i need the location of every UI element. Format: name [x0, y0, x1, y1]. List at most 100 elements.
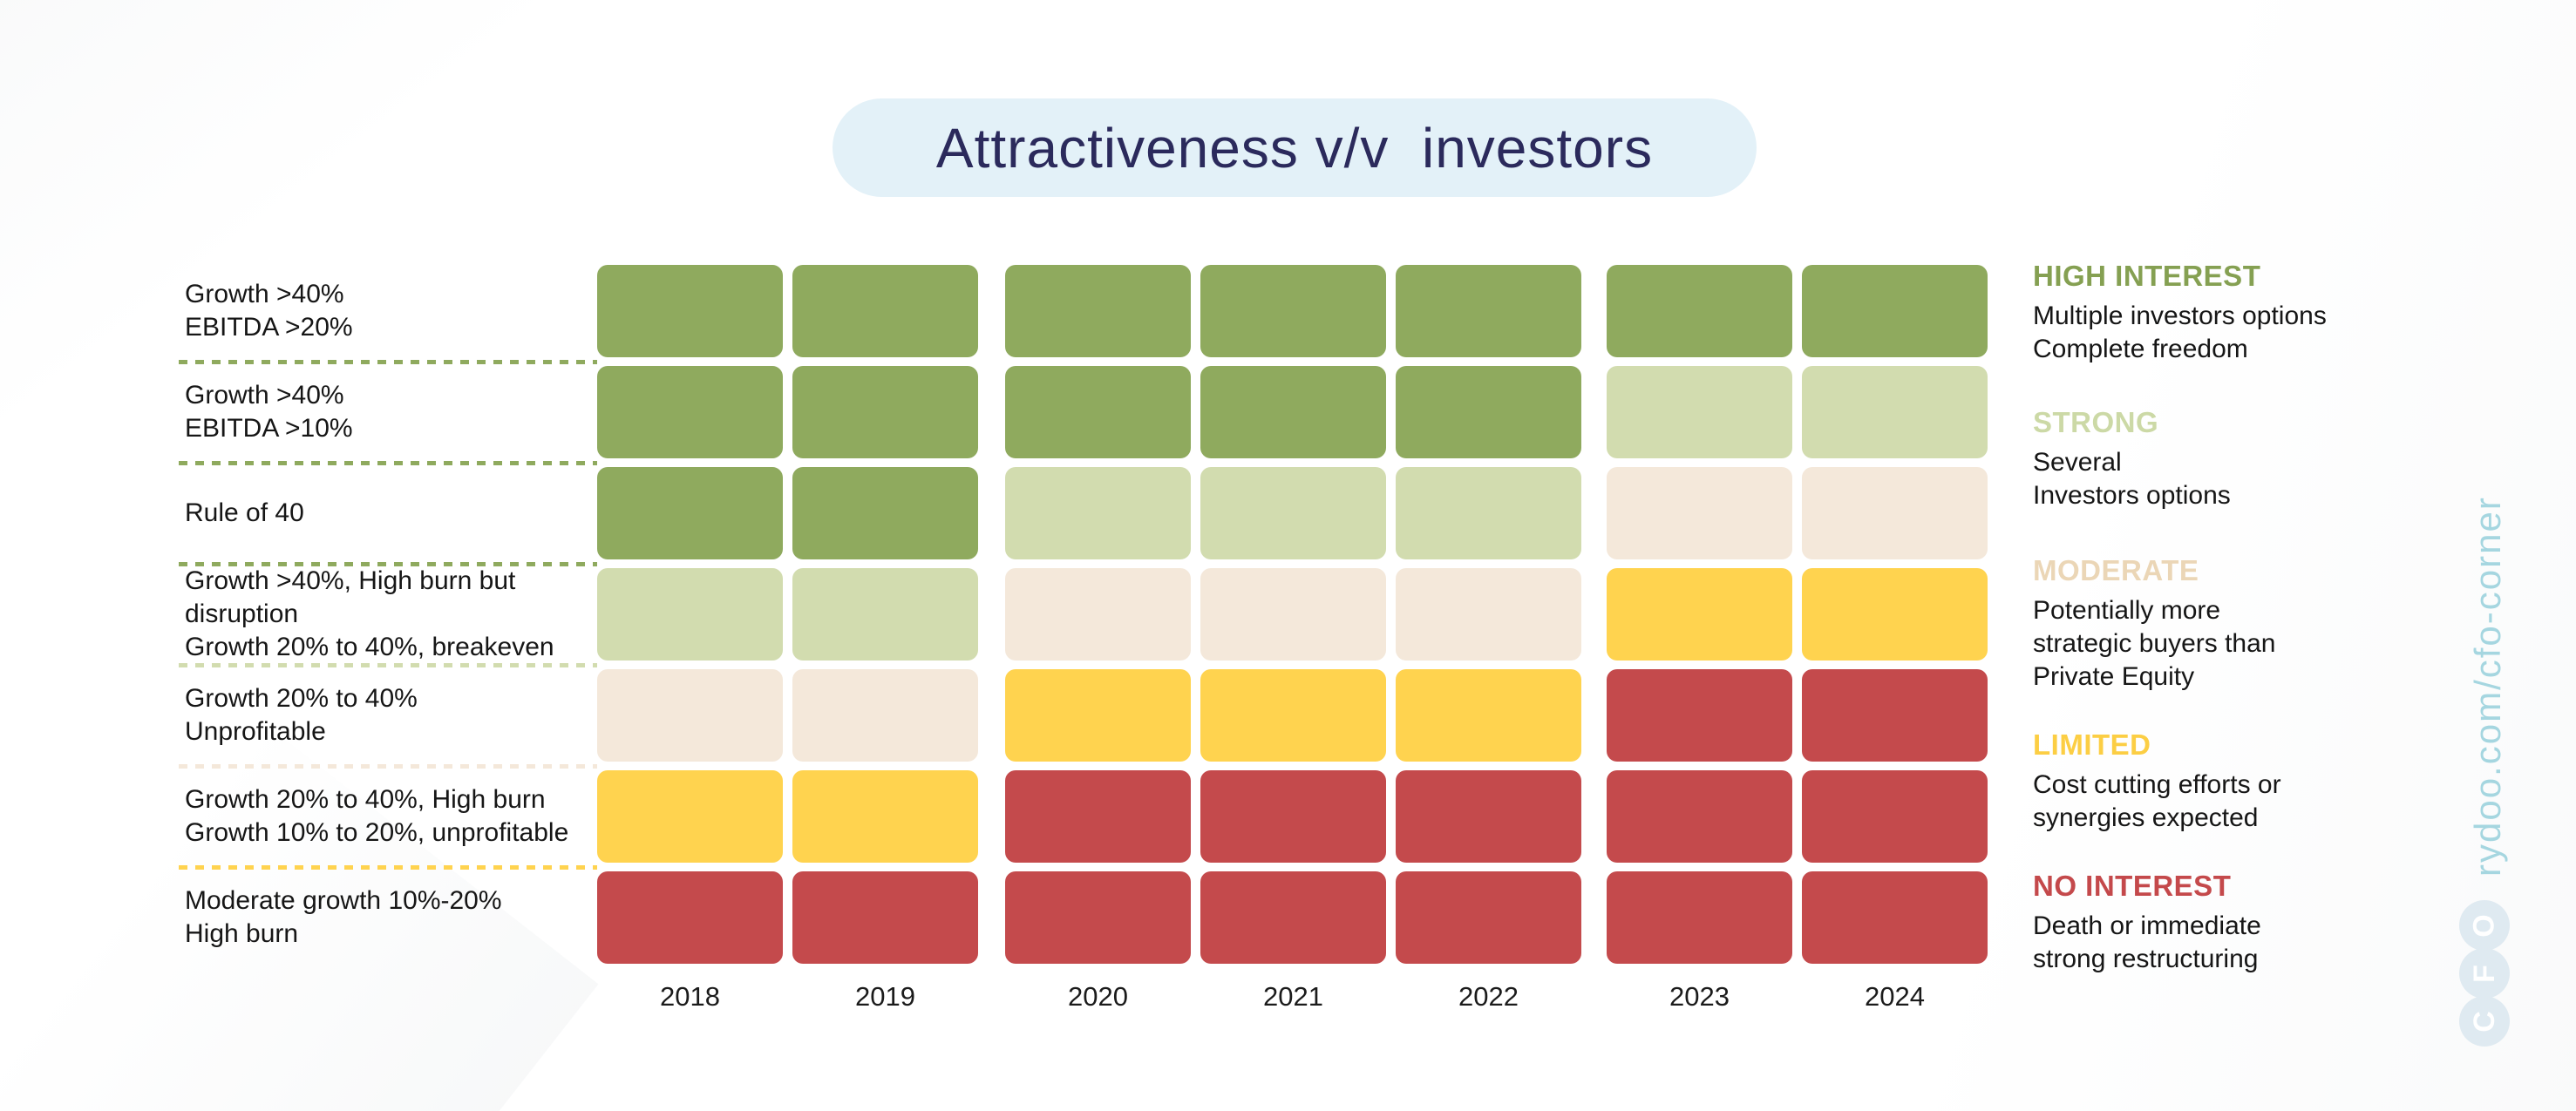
year-axis-label: 2022 — [1458, 981, 1519, 1012]
heatmap-cell — [1607, 669, 1792, 762]
title-badge: Attractiveness v/v investors — [833, 98, 1757, 197]
heatmap-cell — [1200, 568, 1386, 661]
year-axis-label: 2018 — [660, 981, 720, 1012]
heatmap-cell — [1200, 366, 1386, 458]
legend-description-line: Investors options — [2033, 481, 2231, 510]
heatmap-cell — [1802, 871, 1988, 964]
heatmap-cell — [1200, 871, 1386, 964]
heatmap-cell — [792, 669, 978, 762]
row-label: Moderate growth 10%-20% High burn — [185, 871, 595, 964]
heatmap-cell — [1607, 366, 1792, 458]
heatmap-cell — [1396, 669, 1581, 762]
heatmap-cell — [597, 265, 783, 357]
row-label-line: High burn — [185, 919, 299, 948]
row-label: Growth >40%, High burn but disruption Gro… — [185, 566, 595, 661]
year-axis-label: 2019 — [855, 981, 915, 1012]
heatmap-cell — [1005, 770, 1191, 863]
heatmap-cell — [1396, 770, 1581, 863]
heatmap-cell — [597, 871, 783, 964]
legend-description-line: Private Equity — [2033, 662, 2195, 691]
legend-description-line: Potentially more — [2033, 596, 2221, 625]
heatmap-cell — [1200, 467, 1386, 559]
year-axis-label: 2021 — [1263, 981, 1323, 1012]
heatmap-cell — [597, 366, 783, 458]
row-label-line: EBITDA >10% — [185, 414, 353, 443]
heatmap-cell — [1802, 669, 1988, 762]
heatmap-cell — [1802, 265, 1988, 357]
heatmap-cell — [792, 770, 978, 863]
page-title: Attractiveness v/v investors — [935, 116, 1654, 180]
heatmap-cell — [792, 467, 978, 559]
legend-title: NO INTEREST — [2033, 870, 2232, 902]
heatmap-cell — [1005, 669, 1191, 762]
row-label-line: Rule of 40 — [185, 498, 304, 527]
heatmap-cell — [1005, 366, 1191, 458]
row-label: Growth >40% EBITDA >10% — [185, 366, 595, 458]
heatmap-cell — [1802, 568, 1988, 661]
legend-block: NO INTEREST Death or immediate strong rest… — [2033, 870, 2399, 976]
row-separator — [179, 360, 597, 364]
heatmap-cell — [1396, 871, 1581, 964]
heatmap-cell — [792, 568, 978, 661]
year-axis-label: 2024 — [1865, 981, 1925, 1012]
legend-block: HIGH INTEREST Multiple investors options C… — [2033, 260, 2399, 366]
cfo-logo-letter: C — [2467, 1010, 2501, 1033]
heatmap-cell — [1396, 265, 1581, 357]
legend-title: LIMITED — [2033, 728, 2151, 761]
row-label-line: EBITDA >20% — [185, 313, 353, 342]
row-label-line: Unprofitable — [185, 717, 326, 746]
row-separator — [179, 764, 597, 769]
heatmap-cell — [597, 669, 783, 762]
heatmap-cell — [1607, 467, 1792, 559]
row-separator — [179, 865, 597, 870]
heatmap-cell — [792, 871, 978, 964]
heatmap-cell — [1200, 669, 1386, 762]
legend-description-line: Death or immediate — [2033, 911, 2261, 940]
row-label-line: Growth 20% to 40% — [185, 684, 418, 713]
heatmap-cell — [1396, 568, 1581, 661]
row-label: Growth 20% to 40% Unprofitable — [185, 669, 595, 762]
heatmap-cell — [1005, 568, 1191, 661]
heatmap-cell — [792, 366, 978, 458]
legend-description-line: Multiple investors options — [2033, 301, 2327, 330]
legend-block: STRONG Several Investors options — [2033, 406, 2399, 512]
heatmap-cell — [1396, 366, 1581, 458]
legend-title: STRONG — [2033, 406, 2159, 438]
legend-title: MODERATE — [2033, 554, 2199, 586]
cfo-logo-letter-circle: C — [2459, 996, 2510, 1047]
legend-description-line: Several — [2033, 448, 2122, 477]
year-axis-label: 2020 — [1068, 981, 1128, 1012]
cfo-logo-letter: F — [2467, 964, 2501, 983]
legend-block: MODERATE Potentially more strategic buyers… — [2033, 554, 2399, 694]
row-label-line: Growth >40% — [185, 381, 344, 410]
row-label: Rule of 40 — [185, 467, 595, 559]
heatmap-cell — [1200, 770, 1386, 863]
heatmap-cell — [1005, 871, 1191, 964]
legend-description-line: Complete freedom — [2033, 335, 2248, 363]
row-label: Growth >40% EBITDA >20% — [185, 265, 595, 357]
row-separator — [179, 663, 597, 667]
legend-description-line: strong restructuring — [2033, 945, 2259, 973]
heatmap-cell — [597, 770, 783, 863]
heatmap-cell — [1607, 265, 1792, 357]
heatmap-cell — [1005, 265, 1191, 357]
heatmap-cell — [792, 265, 978, 357]
heatmap-cell — [597, 568, 783, 661]
row-label-line: Growth 20% to 40%, breakeven — [185, 633, 554, 661]
watermark-url-text: rydoo.com/cfo-corner — [2467, 496, 2508, 877]
legend-description-line: synergies expected — [2033, 803, 2259, 832]
heatmap-cell — [1607, 871, 1792, 964]
heatmap-cell — [1396, 467, 1581, 559]
row-label-line: Moderate growth 10%-20% — [185, 886, 502, 915]
row-label: Growth 20% to 40%, High burn Growth 10% t… — [185, 770, 595, 863]
heatmap-cell — [1607, 568, 1792, 661]
heatmap-cell — [1005, 467, 1191, 559]
heatmap-cell — [1200, 265, 1386, 357]
year-axis-label: 2023 — [1669, 981, 1730, 1012]
legend-description-line: Cost cutting efforts or — [2033, 770, 2281, 799]
legend-block: LIMITED Cost cutting efforts or synergies … — [2033, 728, 2399, 835]
heatmap-cell — [1607, 770, 1792, 863]
cfo-logo-letter-circle: O — [2459, 900, 2510, 951]
row-label-line: Growth 20% to 40%, High burn — [185, 785, 546, 814]
